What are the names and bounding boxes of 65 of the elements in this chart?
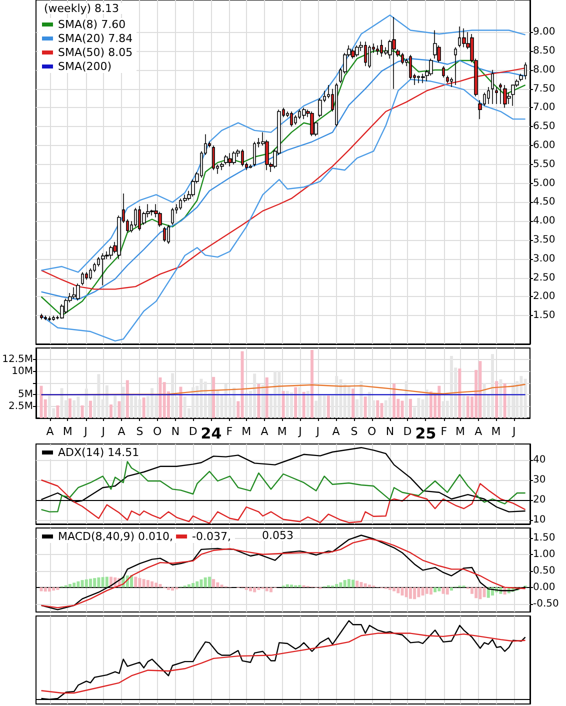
- x-tick-label: J: [298, 425, 302, 438]
- y-tick-label: 8.50: [533, 46, 556, 57]
- y-tick-label: 2.00: [533, 291, 556, 302]
- y-tick-label: 6.50: [533, 121, 556, 132]
- x-tick-label: O: [367, 425, 376, 438]
- y-tick-label: 0.00: [533, 582, 556, 593]
- y-tick-label: 5.00: [533, 178, 556, 189]
- y-tick-label: 1.50: [533, 310, 556, 322]
- y-tick-label: 9.00: [533, 26, 556, 38]
- y-tick-label: 7.00: [533, 102, 556, 114]
- legend-label: SMA(8) 7.60: [58, 18, 126, 31]
- y-tick-label: 7.50: [533, 83, 556, 94]
- x-tick-label: N: [386, 425, 394, 438]
- annotation: 0.053: [262, 529, 294, 542]
- x-tick-label: S: [350, 425, 358, 438]
- legend-label: SMA(200): [58, 60, 112, 73]
- y-tick-label: 1.50: [533, 532, 556, 544]
- y-tick-label: -0.50: [533, 598, 559, 610]
- x-tick-label: M: [277, 425, 287, 438]
- y-tick-label: 2.5M: [8, 400, 33, 412]
- y-tick-label: 20: [533, 494, 546, 506]
- y-tick-label: 3.50: [533, 234, 556, 246]
- x-tick-label: A: [474, 425, 483, 438]
- y-tick-label: 1.00: [533, 548, 556, 560]
- legend-label: SMA(20) 7.84: [58, 32, 133, 45]
- y-tick-label: 4.00: [533, 216, 556, 227]
- x-tick-label: M: [242, 425, 252, 438]
- y-tick-label: 5M: [18, 389, 33, 400]
- x-tick-label: A: [332, 425, 340, 438]
- x-tick-label: D: [403, 425, 412, 438]
- legend-label: SMA(50) 8.05: [58, 46, 133, 59]
- y-tick-label: 30: [533, 474, 546, 486]
- x-tick-label: J: [83, 425, 88, 438]
- x-tick-label: M: [456, 425, 466, 438]
- x-tick-label: S: [136, 425, 144, 438]
- y-tick-label: 3.00: [533, 253, 556, 264]
- y-tick-label: 12.5M: [2, 354, 33, 366]
- x-tick-label: A: [118, 425, 126, 438]
- chart-title: (weekly) 8.13: [44, 2, 120, 15]
- x-tick-label: 25: [415, 424, 436, 442]
- legend-label: MACD(8,40,9) 0.010,: [58, 530, 174, 543]
- y-tick-label: 10M: [12, 366, 33, 377]
- y-tick-label: 0.50: [533, 565, 556, 576]
- x-tick-label: D: [188, 425, 198, 438]
- y-tick-label: 8.00: [533, 64, 556, 76]
- x-tick-label: J: [315, 425, 320, 438]
- x-tick-label: 24: [200, 424, 222, 442]
- x-tick-label: M: [62, 425, 72, 438]
- x-tick-label: A: [260, 425, 269, 438]
- y-tick-label: 5.50: [533, 158, 556, 170]
- x-tick-label: N: [171, 425, 180, 438]
- x-tick-label: J: [512, 425, 516, 438]
- x-tick-label: A: [46, 425, 54, 438]
- y-tick-label: 4.50: [533, 196, 556, 208]
- x-tick-label: F: [226, 425, 233, 438]
- legend-label: -0.037,: [192, 530, 231, 543]
- x-tick-label: O: [152, 425, 162, 438]
- x-tick-label: J: [100, 425, 106, 438]
- x-tick-label: F: [440, 425, 448, 438]
- y-tick-label: 10: [533, 514, 546, 526]
- y-tick-label: 40: [533, 454, 546, 466]
- y-tick-label: 2.50: [533, 272, 556, 284]
- legend-label: ADX(14) 14.51: [58, 446, 140, 459]
- x-tick-label: M: [491, 425, 501, 438]
- y-tick-label: 6.00: [533, 140, 556, 152]
